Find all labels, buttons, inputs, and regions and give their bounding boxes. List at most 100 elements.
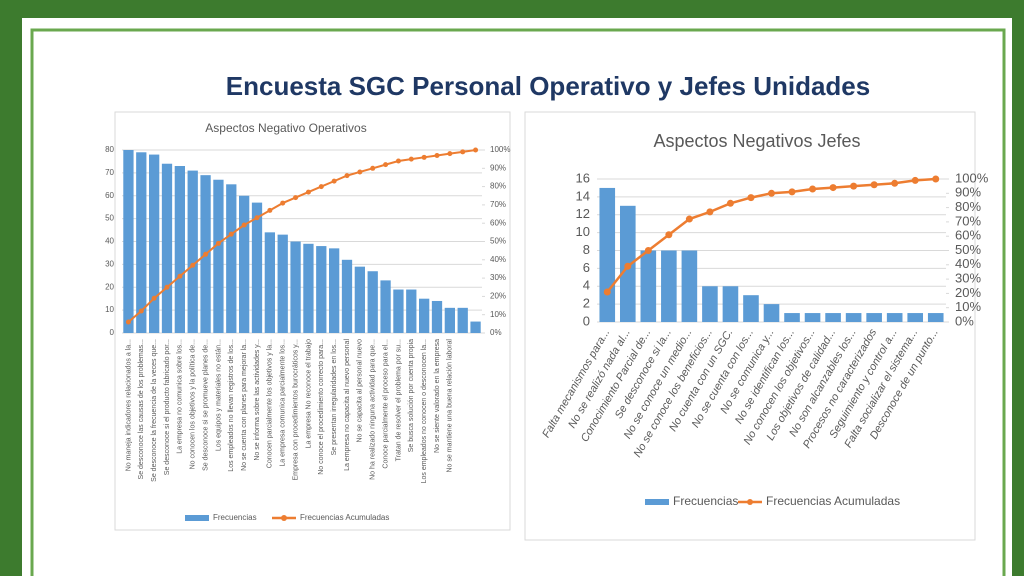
bar xyxy=(264,232,275,333)
frame-right xyxy=(1012,0,1024,576)
x-tick-label: No se cuenta con planes para mejorar la.… xyxy=(241,339,248,471)
bar xyxy=(907,313,924,322)
bar xyxy=(251,202,263,333)
bar xyxy=(367,271,378,333)
line-marker xyxy=(408,156,414,162)
x-tick-label: No ha realizado ninguna actividad para q… xyxy=(370,339,377,480)
line-marker xyxy=(788,188,796,196)
y2-tick-label: 70% xyxy=(490,200,506,209)
line-marker xyxy=(151,295,157,301)
line-marker xyxy=(460,149,466,155)
legend-label: Frecuencias Acumuladas xyxy=(300,513,389,522)
y-tick-label: 20 xyxy=(105,282,114,291)
y-tick-label: 14 xyxy=(576,188,590,203)
line-marker xyxy=(911,176,919,184)
y2-tick-label: 40% xyxy=(955,256,981,271)
bar xyxy=(187,170,198,333)
bar xyxy=(136,152,147,333)
x-tick-label: Empresa con procedimientos burocráticos … xyxy=(292,339,299,481)
y-tick-label: 50 xyxy=(105,214,114,223)
line-marker xyxy=(891,179,899,187)
bar xyxy=(149,154,160,333)
slide-title: Encuesta SGC Personal Operativo y Jefes … xyxy=(226,71,870,101)
line-marker xyxy=(473,147,479,153)
line-marker xyxy=(383,162,389,168)
bar xyxy=(825,313,841,322)
line-marker xyxy=(203,251,209,257)
bar xyxy=(722,286,739,322)
y-tick-label: 16 xyxy=(576,170,590,185)
bar xyxy=(239,195,250,333)
x-tick-label: Los equipos y materiales no están... xyxy=(215,339,222,451)
x-tick-label: La empresa comunica parcialmente los... xyxy=(280,339,287,467)
x-tick-label: No maneja indicadores relacionados a la.… xyxy=(125,339,132,471)
bar xyxy=(174,166,185,333)
bar xyxy=(393,289,404,333)
bar xyxy=(470,321,481,333)
bar xyxy=(681,250,698,322)
line-marker xyxy=(241,222,247,228)
y2-tick-label: 30% xyxy=(955,271,981,286)
x-tick-label: Conocen parcialmente los objetivos y la.… xyxy=(267,339,274,468)
bar xyxy=(886,313,903,322)
x-tick-label: No se siente valorado en la empresa xyxy=(434,339,441,453)
line-marker xyxy=(331,178,337,184)
bar xyxy=(804,313,821,322)
x-tick-label: No conocen los objetivos y la política d… xyxy=(190,339,197,469)
line-marker xyxy=(293,195,299,201)
y-tick-label: 6 xyxy=(583,260,590,275)
y-tick-label: 0 xyxy=(110,328,115,337)
y2-tick-label: 20% xyxy=(955,285,981,300)
line-marker xyxy=(447,151,453,157)
y2-tick-label: 70% xyxy=(955,213,981,228)
bar xyxy=(303,243,314,333)
legend-marker xyxy=(281,515,287,521)
x-tick-label: Se busca solución por cuenta propia xyxy=(408,339,415,452)
frame-left xyxy=(0,0,22,576)
line-marker xyxy=(370,165,376,171)
line-marker xyxy=(344,173,350,179)
x-tick-label: Se desconoce si el producto fabricado po… xyxy=(164,339,171,475)
x-tick-label: Los empleados no conocen o desconocen la… xyxy=(421,339,428,483)
y2-tick-label: 0% xyxy=(490,328,502,337)
y2-tick-label: 10% xyxy=(955,299,981,314)
line-marker xyxy=(768,189,775,197)
y-tick-label: 40 xyxy=(105,237,114,246)
y2-tick-label: 40% xyxy=(490,255,506,264)
legend-swatch xyxy=(645,499,669,505)
y2-tick-label: 50% xyxy=(955,242,981,257)
bar xyxy=(599,187,616,322)
line-marker xyxy=(809,185,817,193)
line-marker xyxy=(280,200,286,206)
cumulative-line xyxy=(127,149,476,323)
y-tick-label: 12 xyxy=(576,206,590,221)
x-tick-label: No se informa sobre las actividades y... xyxy=(254,339,261,461)
line-marker xyxy=(726,199,734,207)
line-marker xyxy=(603,288,611,296)
bar xyxy=(329,248,340,333)
bar xyxy=(277,234,288,333)
bar xyxy=(316,246,327,333)
y-tick-label: 80 xyxy=(105,145,114,154)
bar xyxy=(380,280,391,333)
line-marker xyxy=(190,262,196,268)
y2-tick-label: 20% xyxy=(490,292,506,301)
bar xyxy=(431,300,443,333)
line-marker xyxy=(138,308,144,314)
y2-tick-label: 0% xyxy=(955,313,974,328)
y2-tick-label: 100% xyxy=(490,145,510,154)
line-marker xyxy=(747,194,755,202)
frame-top xyxy=(0,0,1024,18)
bar xyxy=(640,250,657,322)
line-marker xyxy=(164,284,170,290)
x-tick-label: Se desconoce las causas de los problemas… xyxy=(138,339,145,480)
y-tick-label: 60 xyxy=(105,191,114,200)
y-tick-label: 70 xyxy=(105,168,114,177)
x-tick-label: No se capacita al personal nuevo xyxy=(357,339,364,443)
line-marker xyxy=(624,262,632,270)
legend-swatch xyxy=(185,515,209,521)
y2-tick-label: 80% xyxy=(955,199,981,214)
line-marker xyxy=(665,231,673,239)
line-marker xyxy=(870,181,878,189)
chart-title: Aspectos Negativo Operativos xyxy=(205,121,366,135)
